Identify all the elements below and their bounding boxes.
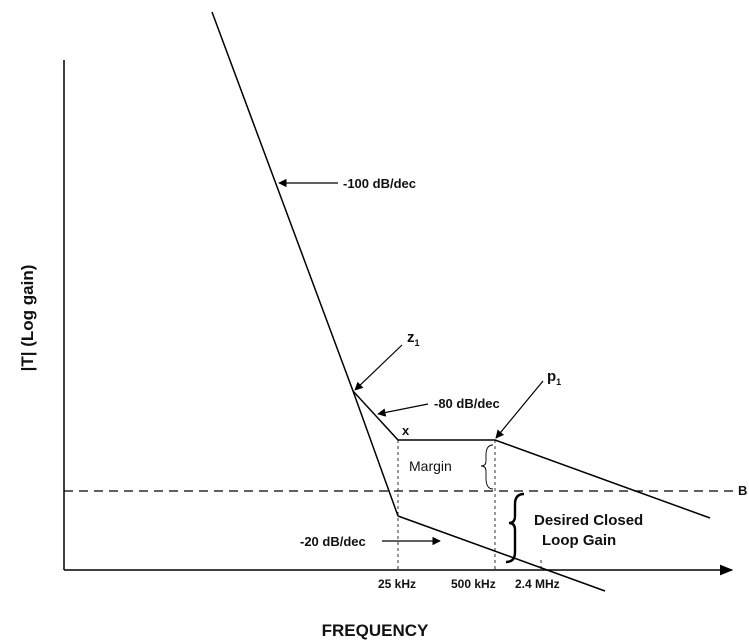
tick-25khz: 25 kHz xyxy=(378,577,416,591)
desired-gain-brace xyxy=(505,492,525,564)
x-axis-label: FREQUENCY xyxy=(322,621,429,640)
arrow-p1 xyxy=(495,380,544,439)
pole-p-letter: p xyxy=(547,368,556,385)
zero-subscript: 1 xyxy=(415,338,420,348)
arrow-minus80 xyxy=(377,403,429,417)
tick-500khz: 500 kHz xyxy=(451,577,496,591)
margin-brace xyxy=(480,444,494,490)
desired-gain-label-line1: Desired Closed xyxy=(534,512,643,529)
slope-minus80-label: -80 dB/dec xyxy=(434,396,500,411)
pole-p1-label: p1 xyxy=(547,368,561,387)
loop-gain-curve xyxy=(211,11,711,519)
zero-z-letter: z xyxy=(407,329,415,346)
y-axis-label: |T| (Log gain) xyxy=(18,265,37,372)
margin-label: Margin xyxy=(409,458,452,474)
slope-minus20-label: -20 dB/dec xyxy=(300,534,366,549)
point-x-label: x xyxy=(402,423,410,438)
pole-subscript: 1 xyxy=(556,377,561,387)
tick-2-4mhz: 2.4 MHz xyxy=(515,577,560,591)
zero-z1-label: z1 xyxy=(407,329,420,348)
desired-closed-loop-line xyxy=(397,515,606,592)
slope-minus100-label: -100 dB/dec xyxy=(343,176,416,191)
arrow-z1 xyxy=(354,344,403,391)
dashed-level-label: B xyxy=(738,483,747,498)
desired-gain-label-line2: Loop Gain xyxy=(542,532,616,549)
steep-slope-extension xyxy=(352,390,399,517)
